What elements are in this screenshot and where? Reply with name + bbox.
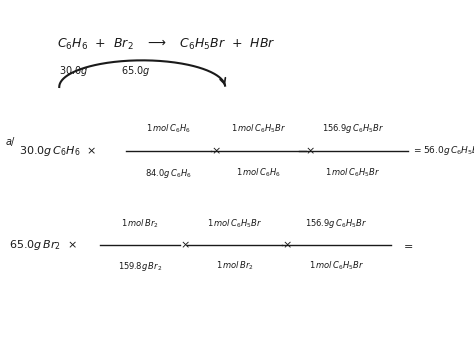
Text: $a/$: $a/$ [5, 136, 16, 148]
Text: $156.9g\,C_6H_5Br$: $156.9g\,C_6H_5Br$ [322, 122, 384, 135]
Text: $C_6H_6$  +  $Br_2$   $\longrightarrow$   $C_6H_5Br$  +  $HBr$: $C_6H_6$ + $Br_2$ $\longrightarrow$ $C_6… [57, 37, 275, 52]
Text: $1\,mol\,Br_2$: $1\,mol\,Br_2$ [121, 218, 159, 230]
Text: ×: × [180, 240, 190, 250]
Text: ×: × [306, 146, 315, 156]
Text: $1\,mol\,C_6H_5Br$: $1\,mol\,C_6H_5Br$ [231, 122, 286, 135]
Text: $= 56.0g\,C_6H_5Br$: $= 56.0g\,C_6H_5Br$ [412, 144, 474, 157]
Text: $84.0g\,C_6H_6$: $84.0g\,C_6H_6$ [145, 167, 191, 180]
Text: ×: × [282, 240, 292, 250]
Text: $30.0g\,C_6H_6$  ×: $30.0g\,C_6H_6$ × [19, 144, 96, 158]
Text: $1\,mol\,C_6H_5Br$: $1\,mol\,C_6H_5Br$ [309, 260, 364, 272]
Text: $1\,mol\,C_6H_5Br$: $1\,mol\,C_6H_5Br$ [326, 167, 381, 179]
Text: $156.9g\,C_6H_5Br$: $156.9g\,C_6H_5Br$ [305, 217, 368, 230]
Text: $1\,mol\,C_6H_5Br$: $1\,mol\,C_6H_5Br$ [207, 218, 262, 230]
Text: ×: × [211, 146, 220, 156]
Text: $30.0g$: $30.0g$ [59, 64, 89, 78]
Text: $1\,mol\,Br_2$: $1\,mol\,Br_2$ [216, 260, 254, 272]
Text: $=$: $=$ [401, 240, 413, 250]
Text: $1\,mol\,C_6H_6$: $1\,mol\,C_6H_6$ [146, 122, 191, 135]
Text: $1\,mol\,C_6H_6$: $1\,mol\,C_6H_6$ [236, 167, 281, 179]
Text: $159.8g\,Br_2$: $159.8g\,Br_2$ [118, 260, 162, 273]
Text: $65.0g\,Br_2$  ×: $65.0g\,Br_2$ × [9, 238, 77, 252]
Text: $65.0g$: $65.0g$ [121, 64, 150, 78]
